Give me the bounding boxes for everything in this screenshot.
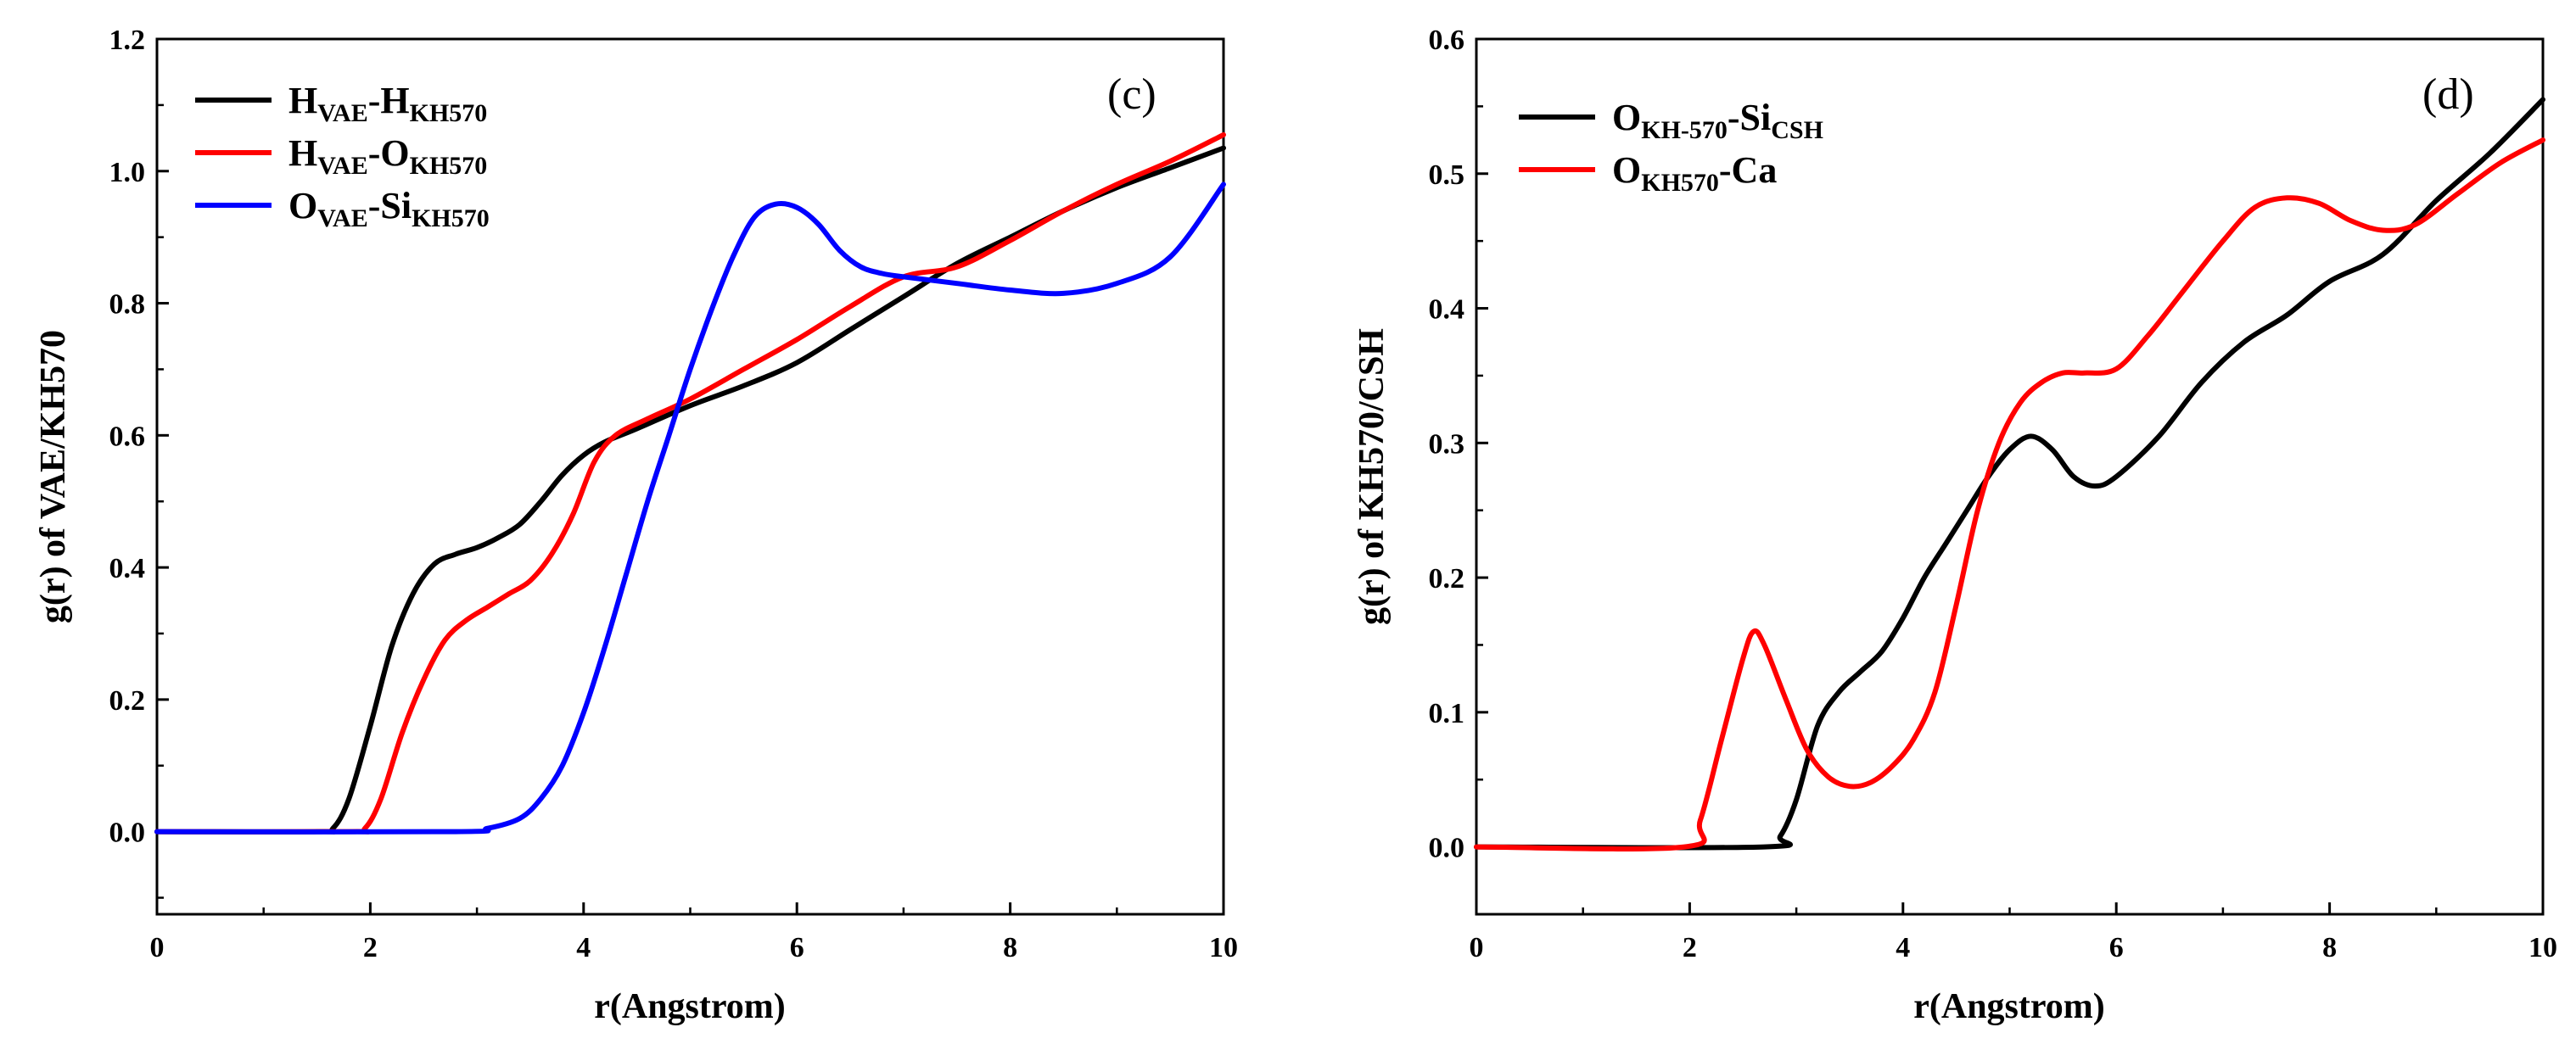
series-line — [154, 145, 1226, 835]
y-axis-label: g(r) of VAE/KH570 — [34, 330, 73, 623]
y-tick-label: 0.6 — [109, 421, 146, 452]
axis-ticks: 0 2 4 6 8 10 0.0 0.1 0.2 0.3 0.4 0.5 0.6 — [1429, 25, 2558, 963]
chart-panel-d: 0 2 4 6 8 10 0.0 0.1 0.2 0.3 0.4 0.5 0.6 (d) r(Angst… — [1352, 25, 2557, 1026]
x-tick-label: 8 — [2322, 932, 2337, 963]
y-tick-label: 0.6 — [1429, 25, 1465, 56]
x-tick-label: 10 — [1209, 932, 1238, 963]
axis-ticks: 0 2 4 6 8 10 0.0 0.2 0.4 0.6 0.8 1.0 1.2 — [109, 25, 1239, 963]
y-tick-label: 0.1 — [1429, 698, 1465, 729]
y-tick-label: 0.3 — [1429, 428, 1465, 460]
x-tick-label: 8 — [1003, 932, 1017, 963]
series-line — [1474, 137, 2545, 851]
series-line — [1474, 97, 2545, 851]
series-lines — [1474, 97, 2545, 851]
x-tick-label: 10 — [2528, 932, 2557, 963]
x-tick-label: 0 — [1470, 932, 1484, 963]
panel-label: (d) — [2422, 70, 2474, 119]
y-tick-label: 0.8 — [109, 289, 146, 321]
x-axis-label: r(Angstrom) — [594, 987, 786, 1026]
legend-label: OKH570-Ca — [1612, 149, 1777, 197]
panel-label: (c) — [1107, 70, 1156, 119]
x-tick-label: 4 — [1896, 932, 1910, 963]
y-tick-label: 0.4 — [1429, 294, 1465, 326]
legend-label: HVAE-HKH570 — [288, 80, 487, 127]
legend-label: HVAE-OKH570 — [288, 132, 487, 180]
chart-panel-c: 0 2 4 6 8 10 0.0 0.2 0.4 0.6 0.8 1.0 1.2 (c) r(Angst… — [34, 25, 1238, 1026]
legend-label: OVAE-SiKH570 — [288, 185, 490, 232]
x-tick-label: 6 — [2109, 932, 2124, 963]
legend: OKH-570-SiCSH OKH570-Ca — [1519, 97, 1823, 197]
series-line — [154, 131, 1226, 835]
y-tick-label: 0.2 — [109, 685, 146, 717]
legend-label: OKH-570-SiCSH — [1612, 97, 1823, 144]
y-tick-label: 0.4 — [109, 553, 146, 584]
y-tick-label: 0.2 — [1429, 563, 1465, 595]
legend: HVAE-HKH570 HVAE-OKH570 OVAE-SiKH570 — [195, 80, 490, 232]
y-tick-label: 1.0 — [109, 157, 146, 188]
y-axis-label: g(r) of KH570/CSH — [1352, 328, 1392, 625]
x-tick-label: 2 — [363, 932, 378, 963]
y-tick-label: 1.2 — [109, 25, 146, 56]
x-axis-label: r(Angstrom) — [1913, 987, 2105, 1026]
x-tick-label: 6 — [790, 932, 804, 963]
x-tick-label: 2 — [1683, 932, 1697, 963]
y-tick-label: 0.0 — [1429, 833, 1465, 864]
x-tick-label: 4 — [576, 932, 591, 963]
y-tick-label: 0.0 — [109, 818, 146, 849]
x-tick-label: 0 — [150, 932, 165, 963]
y-tick-label: 0.5 — [1429, 159, 1465, 191]
series-lines — [154, 131, 1226, 835]
series-line — [154, 181, 1226, 835]
